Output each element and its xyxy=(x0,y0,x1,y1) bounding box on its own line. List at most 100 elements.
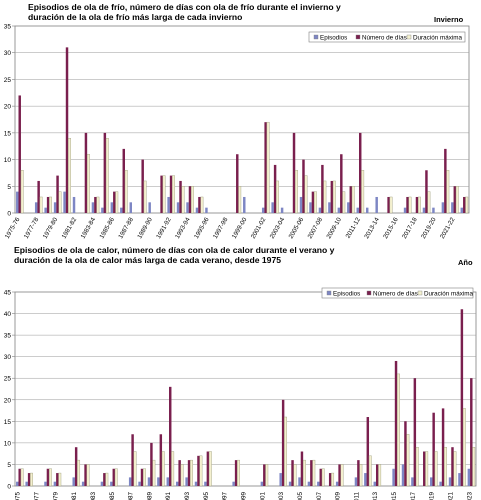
c1-bar-duracion-maxima xyxy=(472,446,476,487)
c1-bar-duracion-maxima xyxy=(190,459,193,487)
c1-y-tick-label: 5 xyxy=(7,462,11,469)
c0-bar-duracion-maxima xyxy=(105,137,109,214)
c0-bar-duracion-maxima xyxy=(276,180,279,214)
c0-x-tick-label: 2007-08 xyxy=(307,216,325,240)
c1-x-tick-label: 1975 xyxy=(15,492,22,500)
c1-bar-duracion-maxima xyxy=(284,416,288,487)
c1-x-tick-label: 2023 xyxy=(466,492,473,500)
c1-bar-numero-dias xyxy=(423,451,426,486)
c0-bar-episodios xyxy=(53,202,57,213)
c1-bar-episodios xyxy=(458,473,461,486)
c0-x-tick-label: 1975-76 xyxy=(4,216,22,240)
c1-x-tick-label: 2003 xyxy=(278,492,285,500)
c1-bar-episodios xyxy=(298,477,301,486)
c1-bar-duracion-maxima xyxy=(86,464,90,487)
c1-bar-duracion-maxima xyxy=(114,468,118,487)
c1-bar-duracion-maxima xyxy=(208,451,212,487)
c1-bar-episodios xyxy=(157,477,160,486)
c1-bar-numero-dias xyxy=(375,464,379,486)
c1-bar-duracion-maxima xyxy=(143,468,146,487)
c0-bar-duracion-maxima xyxy=(455,186,459,214)
c0-bar-duracion-maxima xyxy=(351,186,355,214)
c0-x-tick-label: 2013-14 xyxy=(363,216,381,240)
c1-bar-episodios xyxy=(307,481,311,486)
c1-bar-duracion-maxima xyxy=(180,464,184,487)
c1-bar-duracion-maxima xyxy=(406,434,410,487)
c0-x-tick-label: 1985-86 xyxy=(98,216,116,240)
c1-bar-duracion-maxima xyxy=(312,459,316,487)
c0-bar-duracion-maxima xyxy=(446,170,450,214)
c0-bar-episodios xyxy=(129,202,132,213)
c0-bar-numero-dias xyxy=(18,95,21,213)
c0-x-tick-label: 2015-16 xyxy=(382,216,400,240)
c1-bar-episodios xyxy=(175,481,179,486)
c1-bar-duracion-maxima xyxy=(378,464,382,487)
c0-bar-duracion-maxima xyxy=(124,170,128,214)
c0-bar-numero-dias xyxy=(273,164,277,213)
c1-bar-numero-dias xyxy=(74,447,78,486)
c1-bar-numero-dias xyxy=(84,464,87,486)
c1-bar-episodios xyxy=(429,477,433,486)
c1-x-tick-label: 1987 xyxy=(128,492,135,500)
c0-legend-label: Número de días xyxy=(362,35,407,42)
c0-bar-episodios xyxy=(63,191,66,213)
c1-x-tick-label: 2015 xyxy=(391,492,398,500)
c1-bar-duracion-maxima xyxy=(265,464,269,487)
c0-bar-duracion-maxima xyxy=(361,170,365,214)
c1-bar-episodios xyxy=(138,481,141,486)
c0-x-tick-label: 1991-92 xyxy=(155,216,173,240)
c1-bar-duracion-maxima xyxy=(133,451,137,487)
heat-title-line-1: Episodios de ola de calor, número de día… xyxy=(14,245,335,255)
c0-legend-box xyxy=(308,31,466,43)
c0-x-tick-label: 1995-96 xyxy=(193,216,211,240)
c0-bar-duracion-maxima xyxy=(465,196,469,214)
c0-bar-episodios xyxy=(176,202,180,213)
c0-legend-swatch xyxy=(355,34,361,40)
c0-x-tick-label: 1999-00 xyxy=(231,216,249,240)
c0-bar-episodios xyxy=(337,207,341,213)
c0-bar-duracion-maxima xyxy=(181,186,185,214)
c0-bar-episodios xyxy=(44,207,47,213)
c1-bar-duracion-maxima xyxy=(415,446,419,487)
c0-bar-episodios xyxy=(271,202,274,213)
c1-bar-numero-dias xyxy=(394,360,398,486)
c0-bar-numero-dias xyxy=(122,148,126,213)
c0-x-tick-label: 2005-06 xyxy=(288,216,306,240)
c1-bar-duracion-maxima xyxy=(368,455,372,487)
heat-wave-chart-title: Episodios de ola de calor, número de día… xyxy=(14,245,334,265)
c0-bar-episodios xyxy=(91,202,95,213)
c1-bar-numero-dias xyxy=(338,464,341,486)
c0-bar-episodios xyxy=(195,207,199,213)
c1-bar-episodios xyxy=(166,477,170,486)
c0-bar-episodios xyxy=(243,196,246,213)
c1-bar-episodios xyxy=(72,477,75,486)
c1-bar-episodios xyxy=(317,481,320,486)
c0-bar-episodios xyxy=(110,202,114,213)
c0-bar-episodios xyxy=(34,202,38,213)
c1-legend-swatch xyxy=(417,290,423,296)
heat-wave-bar-chart: 0 5 10 15 20 25 30 35 40 45 1975 1977 1979 1981 1983 19… xyxy=(4,287,477,500)
c0-bar-episodios xyxy=(148,202,151,213)
c0-legend-swatch xyxy=(313,34,319,40)
heat-title-line-2: duración de la ola de calor más larga de… xyxy=(14,255,282,265)
c0-x-tick-label: 2017-18 xyxy=(401,216,419,240)
c0-bar-duracion-maxima xyxy=(427,191,431,214)
c0-bar-numero-dias xyxy=(302,159,305,213)
c1-bar-duracion-maxima xyxy=(397,373,400,487)
c1-bar-episodios xyxy=(16,481,19,486)
c1-bar-numero-dias xyxy=(46,468,50,486)
c1-x-tick-label: 2019 xyxy=(429,492,436,500)
c1-y-tick-label: 0 xyxy=(7,484,11,491)
c0-legend-swatch xyxy=(406,34,412,40)
c0-bar-episodios xyxy=(120,207,123,213)
c0-bar-episodios xyxy=(299,196,303,213)
heat-corner-label: Año xyxy=(458,258,473,267)
c1-bar-episodios xyxy=(185,477,188,486)
c0-y-tick-label: 15 xyxy=(4,130,12,137)
c0-bar-episodios xyxy=(309,202,312,213)
c0-bar-duracion-maxima xyxy=(172,175,175,214)
c0-x-tick-label: 1989-90 xyxy=(136,216,154,240)
c1-bar-numero-dias xyxy=(234,460,238,486)
c0-legend-label: Duración máxima xyxy=(413,35,462,42)
c0-bar-duracion-maxima xyxy=(313,191,317,214)
